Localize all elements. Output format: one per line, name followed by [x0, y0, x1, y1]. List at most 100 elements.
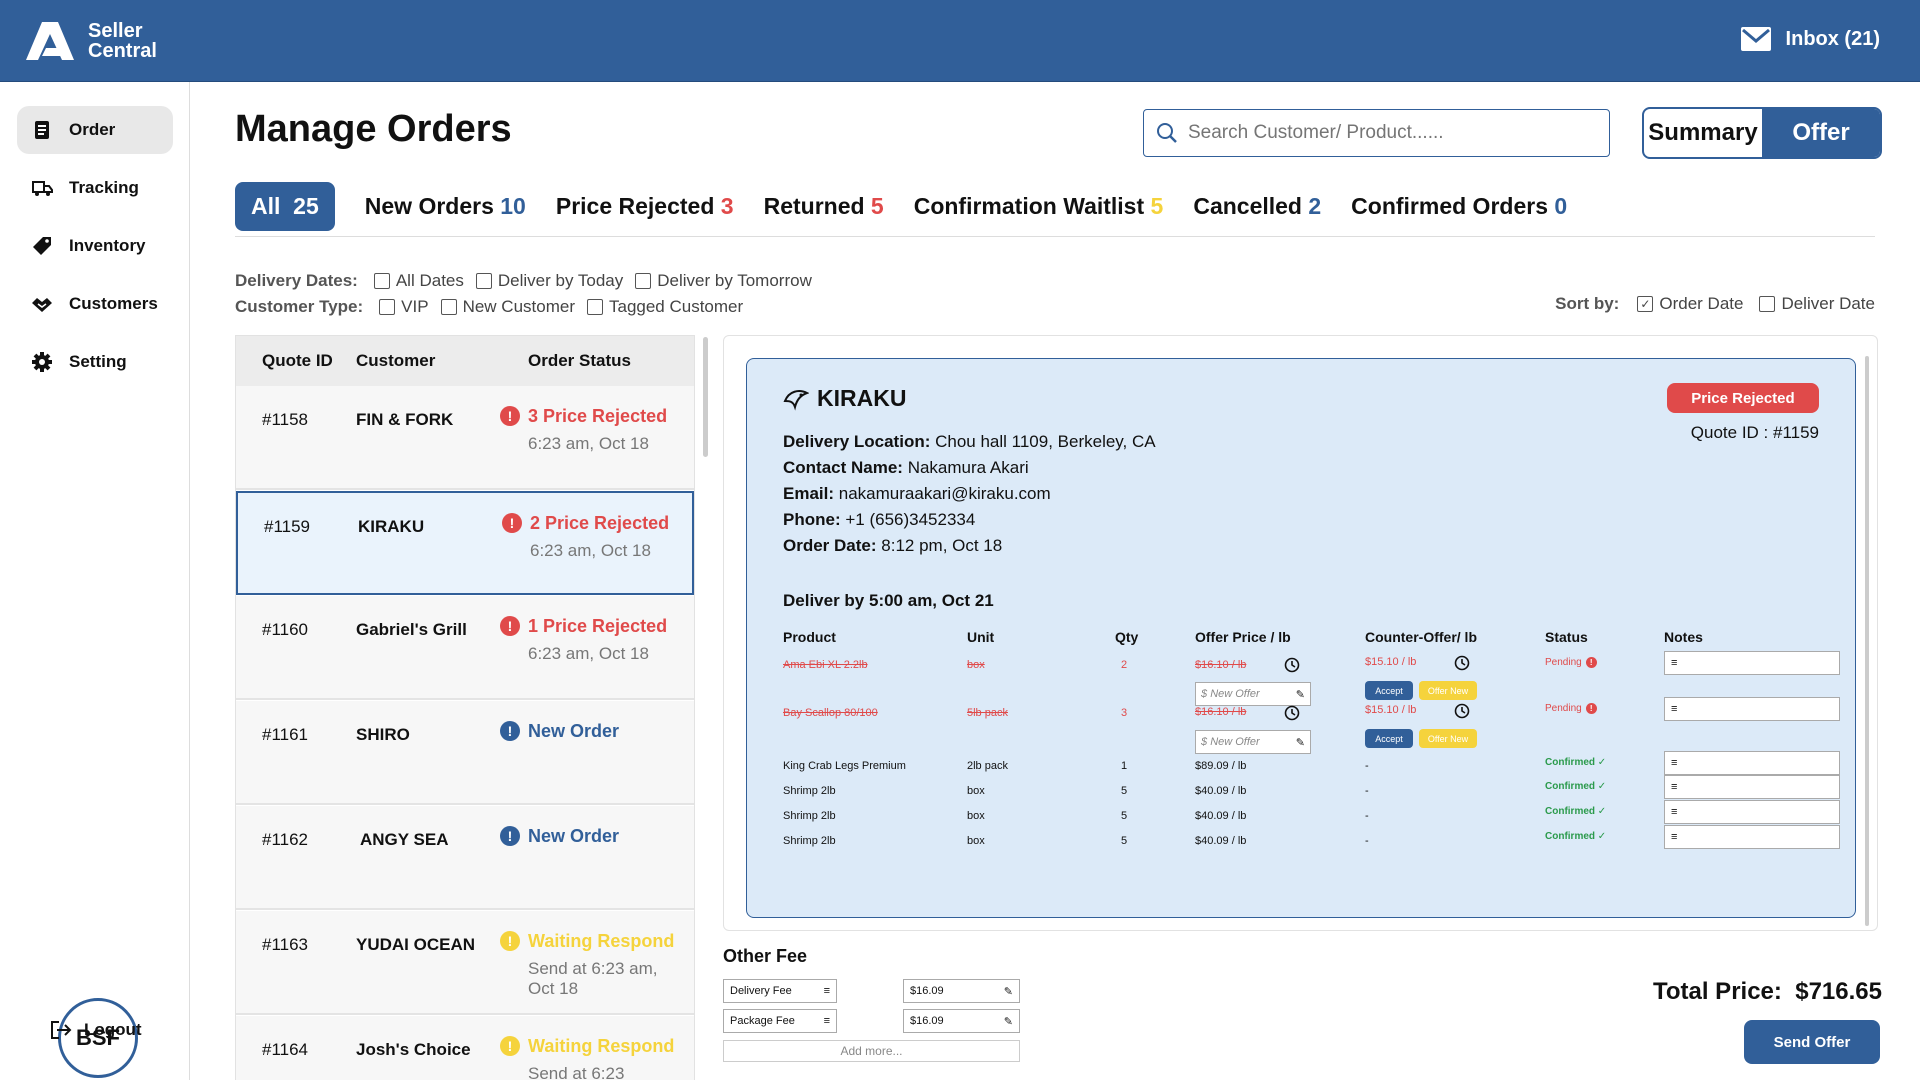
avatar[interactable]: BSF [58, 998, 138, 1078]
inbox-label: Inbox (21) [1785, 27, 1880, 50]
fee-name-field[interactable]: Delivery Fee ≡ [723, 979, 837, 1003]
new-offer-placeholder: $ New Offer [1201, 736, 1260, 748]
sidebar-item-setting[interactable]: Setting [17, 338, 173, 386]
tab-label: All [251, 193, 281, 219]
offer-new-button[interactable]: Offer New [1419, 729, 1477, 748]
contact-name: Contact Name: Nakamura Akari [783, 455, 1156, 481]
tab-price-rejected[interactable]: Price Rejected 3 [556, 193, 734, 220]
sidebar-item-tracking[interactable]: Tracking [17, 164, 173, 212]
delivery-filter-row: Delivery Dates: All Dates Deliver by Tod… [235, 268, 812, 294]
tab-confirmed-orders[interactable]: Confirmed Orders 0 [1351, 193, 1567, 220]
check-icon: ✓ [1597, 806, 1607, 817]
status-text: Confirmed [1545, 806, 1595, 817]
tab-label: New Orders [364, 193, 494, 219]
tab-count: 25 [293, 193, 319, 219]
checkbox[interactable] [586, 299, 603, 315]
deliver-by: Deliver by 5:00 am, Oct 21 [783, 591, 994, 610]
notes-field[interactable]: ≡ [1664, 800, 1840, 824]
fee-value: $16.09 [910, 1015, 944, 1027]
column-header: Order Status [528, 351, 631, 370]
checkbox[interactable] [1759, 296, 1776, 312]
placeholder-text: New Offer [1210, 736, 1260, 748]
checkbox[interactable] [475, 273, 492, 289]
qty: 5 [1121, 810, 1128, 822]
checkbox-checked[interactable]: ✓ [1637, 296, 1654, 312]
order-row-selected[interactable]: #1159 KIRAKU ! 2 Price Rejected 6:23 am, … [236, 491, 694, 595]
logout-button[interactable]: Logout [50, 1020, 142, 1040]
history-icon[interactable] [1453, 654, 1471, 672]
send-offer-button[interactable]: Send Offer [1744, 1020, 1880, 1064]
check-icon: ✓ [1597, 831, 1607, 842]
summary-toggle[interactable]: Summary [1648, 119, 1758, 146]
search-box[interactable] [1143, 109, 1610, 157]
checkbox[interactable] [379, 299, 396, 315]
quote-id: #1160 [262, 620, 309, 639]
column-header: Product [783, 629, 836, 645]
checkbox-label: Deliver Date [1781, 294, 1875, 313]
tab-new-orders[interactable]: New Orders 10 [365, 193, 526, 220]
tab-returned[interactable]: Returned 5 [764, 193, 884, 220]
history-icon[interactable] [1283, 656, 1301, 674]
status-text: Confirmed [1545, 757, 1595, 768]
accept-button[interactable]: Accept [1365, 729, 1413, 748]
order-row[interactable]: #1160 Gabriel's Grill ! 1 Price Rejected … [236, 596, 694, 700]
offer-price: $40.09 / lb [1195, 835, 1247, 847]
order-row[interactable]: #1161 SHIRO ! New Order [236, 701, 694, 805]
new-offer-input[interactable]: $ New Offer ✎ [1195, 682, 1311, 706]
tab-all[interactable]: All 25 [235, 182, 335, 231]
notes-field[interactable]: ≡ [1664, 697, 1840, 721]
inbox-button[interactable]: Inbox (21) [1740, 26, 1880, 52]
item-status: Confirmed ✓ [1545, 781, 1606, 792]
pending-icon: ! [500, 931, 520, 951]
sidebar-item-inventory[interactable]: Inventory [17, 222, 173, 270]
field-label: Email: [783, 484, 835, 503]
fee-value-field[interactable]: $16.09 ✎ [903, 979, 1020, 1003]
sidebar-item-order[interactable]: Order [17, 106, 173, 154]
checkbox-label: Tagged Customer [608, 297, 744, 316]
notes-field[interactable]: ≡ [1664, 825, 1840, 849]
fee-name-field[interactable]: Package Fee ≡ [723, 1009, 837, 1033]
tab-label: Confirmation Waitlist [913, 193, 1145, 219]
checkbox[interactable] [440, 299, 457, 315]
fee-value-field[interactable]: $16.09 ✎ [903, 1009, 1020, 1033]
notes-field[interactable]: ≡ [1664, 651, 1840, 675]
alert-icon: ! [1585, 657, 1597, 668]
app-logo[interactable]: Seller Central [22, 20, 157, 62]
offer-new-button[interactable]: Offer New [1419, 681, 1477, 700]
edit-icon: ✎ [1295, 688, 1305, 701]
order-detail-panel: KIRAKU Price Rejected Quote ID : #1159 D… [723, 335, 1878, 931]
order-status: ! 3 Price Rejected [500, 406, 667, 427]
tab-cancelled[interactable]: Cancelled 2 [1193, 193, 1321, 220]
logo-text: Seller Central [88, 21, 157, 61]
checkbox[interactable] [373, 273, 390, 289]
order-row[interactable]: #1164 Josh's Choice ! Waiting Respond Sen… [236, 1016, 694, 1083]
filters: Delivery Dates: All Dates Deliver by Tod… [235, 268, 812, 320]
unit: box [967, 659, 985, 671]
item-status: Confirmed ✓ [1545, 757, 1606, 768]
checkbox[interactable] [635, 273, 652, 289]
tab-confirmation-waitlist[interactable]: Confirmation Waitlist 5 [914, 193, 1164, 220]
accept-button[interactable]: Accept [1365, 681, 1413, 700]
add-more-fee-button[interactable]: Add more... [723, 1040, 1020, 1062]
logo-line2: Central [88, 40, 157, 62]
history-icon[interactable] [1283, 704, 1301, 722]
order-row[interactable]: #1163 YUDAI OCEAN ! Waiting Respond Send … [236, 911, 694, 1015]
column-header: Notes [1664, 629, 1703, 645]
offer-toggle[interactable]: Offer [1762, 109, 1880, 157]
search-input[interactable] [1188, 122, 1588, 144]
detail-scrollbar[interactable] [1865, 356, 1869, 926]
notes-field[interactable]: ≡ [1664, 751, 1840, 775]
sidebar-item-customers[interactable]: Customers [17, 280, 173, 328]
history-icon[interactable] [1453, 702, 1471, 720]
order-row[interactable]: #1158 FIN & FORK ! 3 Price Rejected 6:23 … [236, 386, 694, 490]
new-offer-input[interactable]: $ New Offer ✎ [1195, 730, 1311, 754]
email: Email: nakamuraakari@kiraku.com [783, 481, 1156, 507]
order-row[interactable]: #1162 ANGY SEA ! New Order [236, 806, 694, 910]
notes-field[interactable]: ≡ [1664, 775, 1840, 799]
customer-name: SHIRO [356, 725, 410, 744]
list-scrollbar[interactable] [703, 337, 708, 457]
placeholder-text: New Offer [1210, 688, 1260, 700]
phone: Phone: +1 (656)3452334 [783, 507, 1156, 533]
alert-icon: ! [500, 406, 520, 426]
qty: 2 [1121, 659, 1128, 671]
